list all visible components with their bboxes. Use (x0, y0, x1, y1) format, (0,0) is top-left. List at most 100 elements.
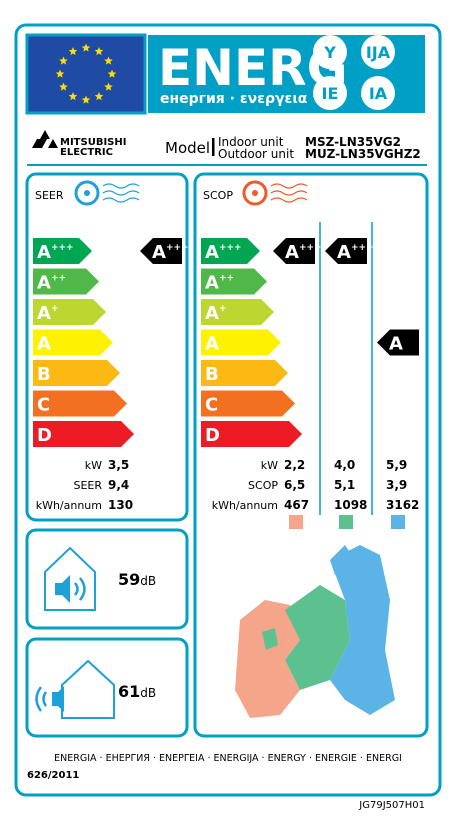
star (55, 69, 65, 78)
class-letter: A (389, 334, 403, 355)
class-sup: + (219, 304, 227, 314)
class-letter: A (285, 242, 299, 263)
row-value: 2,2 (284, 458, 305, 472)
star (68, 47, 78, 56)
separator (212, 138, 215, 156)
class-arrow (33, 299, 106, 325)
class-arrow (201, 268, 267, 295)
class-arrow (201, 390, 295, 417)
class-letter: A (205, 303, 219, 324)
star (59, 56, 68, 65)
class-arrow (33, 390, 127, 417)
class-arrow (33, 329, 113, 356)
footer-languages: ENERGIA · ЕНЕРГИЯ · ΕΝΕΡΓΕΙΑ · ENERGIJA … (54, 753, 402, 764)
indoor-label: Indoor unit (218, 135, 284, 149)
row-value: 5,1 (334, 478, 355, 492)
class-sup: + (51, 304, 59, 314)
row-label: kWh/annum (212, 499, 278, 512)
row-label: SCOP (248, 479, 278, 492)
class-letter: A (37, 273, 51, 294)
class-sup: +++ (166, 243, 189, 253)
class-letter: D (205, 425, 220, 446)
rating-arrow (377, 329, 419, 356)
fan-icon (74, 180, 140, 206)
class-letter: A (37, 334, 51, 355)
class-letter: A+ (205, 303, 226, 324)
noise-value: 59dB (118, 570, 156, 589)
seer-panel (25, 172, 189, 522)
class-letter: D (37, 425, 52, 446)
class-letter: D (37, 425, 52, 446)
class-letter: D (205, 425, 220, 446)
star (104, 82, 113, 91)
class-arrow (33, 238, 92, 264)
class-letter: A (37, 242, 51, 263)
class-arrow (201, 299, 274, 325)
class-letter: A++ (205, 273, 234, 294)
noise-value: 61dB (118, 682, 156, 701)
row-label: kW (261, 459, 278, 472)
class-letter: A (152, 242, 166, 263)
star (104, 56, 113, 65)
class-arrow (201, 421, 302, 447)
class-letter: B (205, 364, 219, 385)
class-letter: A (37, 303, 51, 324)
class-letter: A (37, 334, 51, 355)
class-letter: A (205, 334, 219, 355)
model-label: Model (165, 139, 210, 157)
class-letter: B (37, 364, 51, 385)
class-letter: A (389, 334, 403, 355)
europe-map (235, 545, 395, 718)
brand-name: ELECTRIC (60, 147, 113, 158)
badge-text: IJA (366, 43, 391, 62)
row-value: 6,5 (284, 478, 305, 492)
star (107, 69, 117, 78)
class-sup: +++ (51, 243, 74, 253)
class-letter: B (205, 364, 219, 385)
outer-border (14, 23, 442, 797)
language-badges: Y IJA IE IA (313, 35, 395, 110)
row-value: 3,5 (108, 458, 129, 472)
seer-label: SEER (35, 189, 64, 202)
noise-value: 59 (118, 570, 140, 589)
class-letter: A+++ (37, 242, 74, 263)
zone-swatch (289, 515, 303, 529)
outdoor-noise-panel (25, 637, 189, 738)
class-arrow (201, 329, 281, 356)
row-value: 9,4 (108, 478, 129, 492)
star (94, 47, 104, 56)
zone-swatch (339, 515, 353, 529)
outdoor-model: MUZ-LN35VGHZ2 (305, 147, 421, 161)
badge (361, 76, 395, 110)
rating-arrow (325, 238, 367, 264)
header-subtitle: енергия · ενεργεια (160, 91, 308, 107)
class-letter: A+++ (285, 242, 322, 263)
label-code: JG79J507H01 (358, 800, 425, 811)
row-label: kWh/annum (36, 499, 102, 512)
class-sup: +++ (219, 243, 242, 253)
regulation: 626/2011 (27, 770, 79, 781)
row-label: kW (85, 459, 102, 472)
class-letter: A (205, 273, 219, 294)
row-value: 5,9 (386, 458, 407, 472)
row-value: 130 (108, 498, 133, 512)
class-arrow (33, 360, 120, 386)
class-sup: ++ (219, 273, 234, 283)
noise-unit: dB (140, 686, 156, 700)
class-letter: A+++ (152, 242, 189, 263)
class-letter: C (37, 395, 50, 416)
class-letter: C (37, 395, 50, 416)
class-sup: ++ (51, 273, 66, 283)
class-arrow (33, 268, 99, 295)
rating-arrow (140, 238, 182, 264)
fan-icon (242, 180, 308, 206)
noise-value: 61 (118, 682, 140, 701)
zone-swatch (391, 515, 405, 529)
class-sup: +++ (351, 243, 374, 253)
class-letter: C (205, 395, 218, 416)
brand-logo (32, 130, 58, 148)
row-value: 3162 (386, 498, 419, 512)
scop-panel (193, 172, 429, 738)
class-arrow (201, 360, 288, 386)
